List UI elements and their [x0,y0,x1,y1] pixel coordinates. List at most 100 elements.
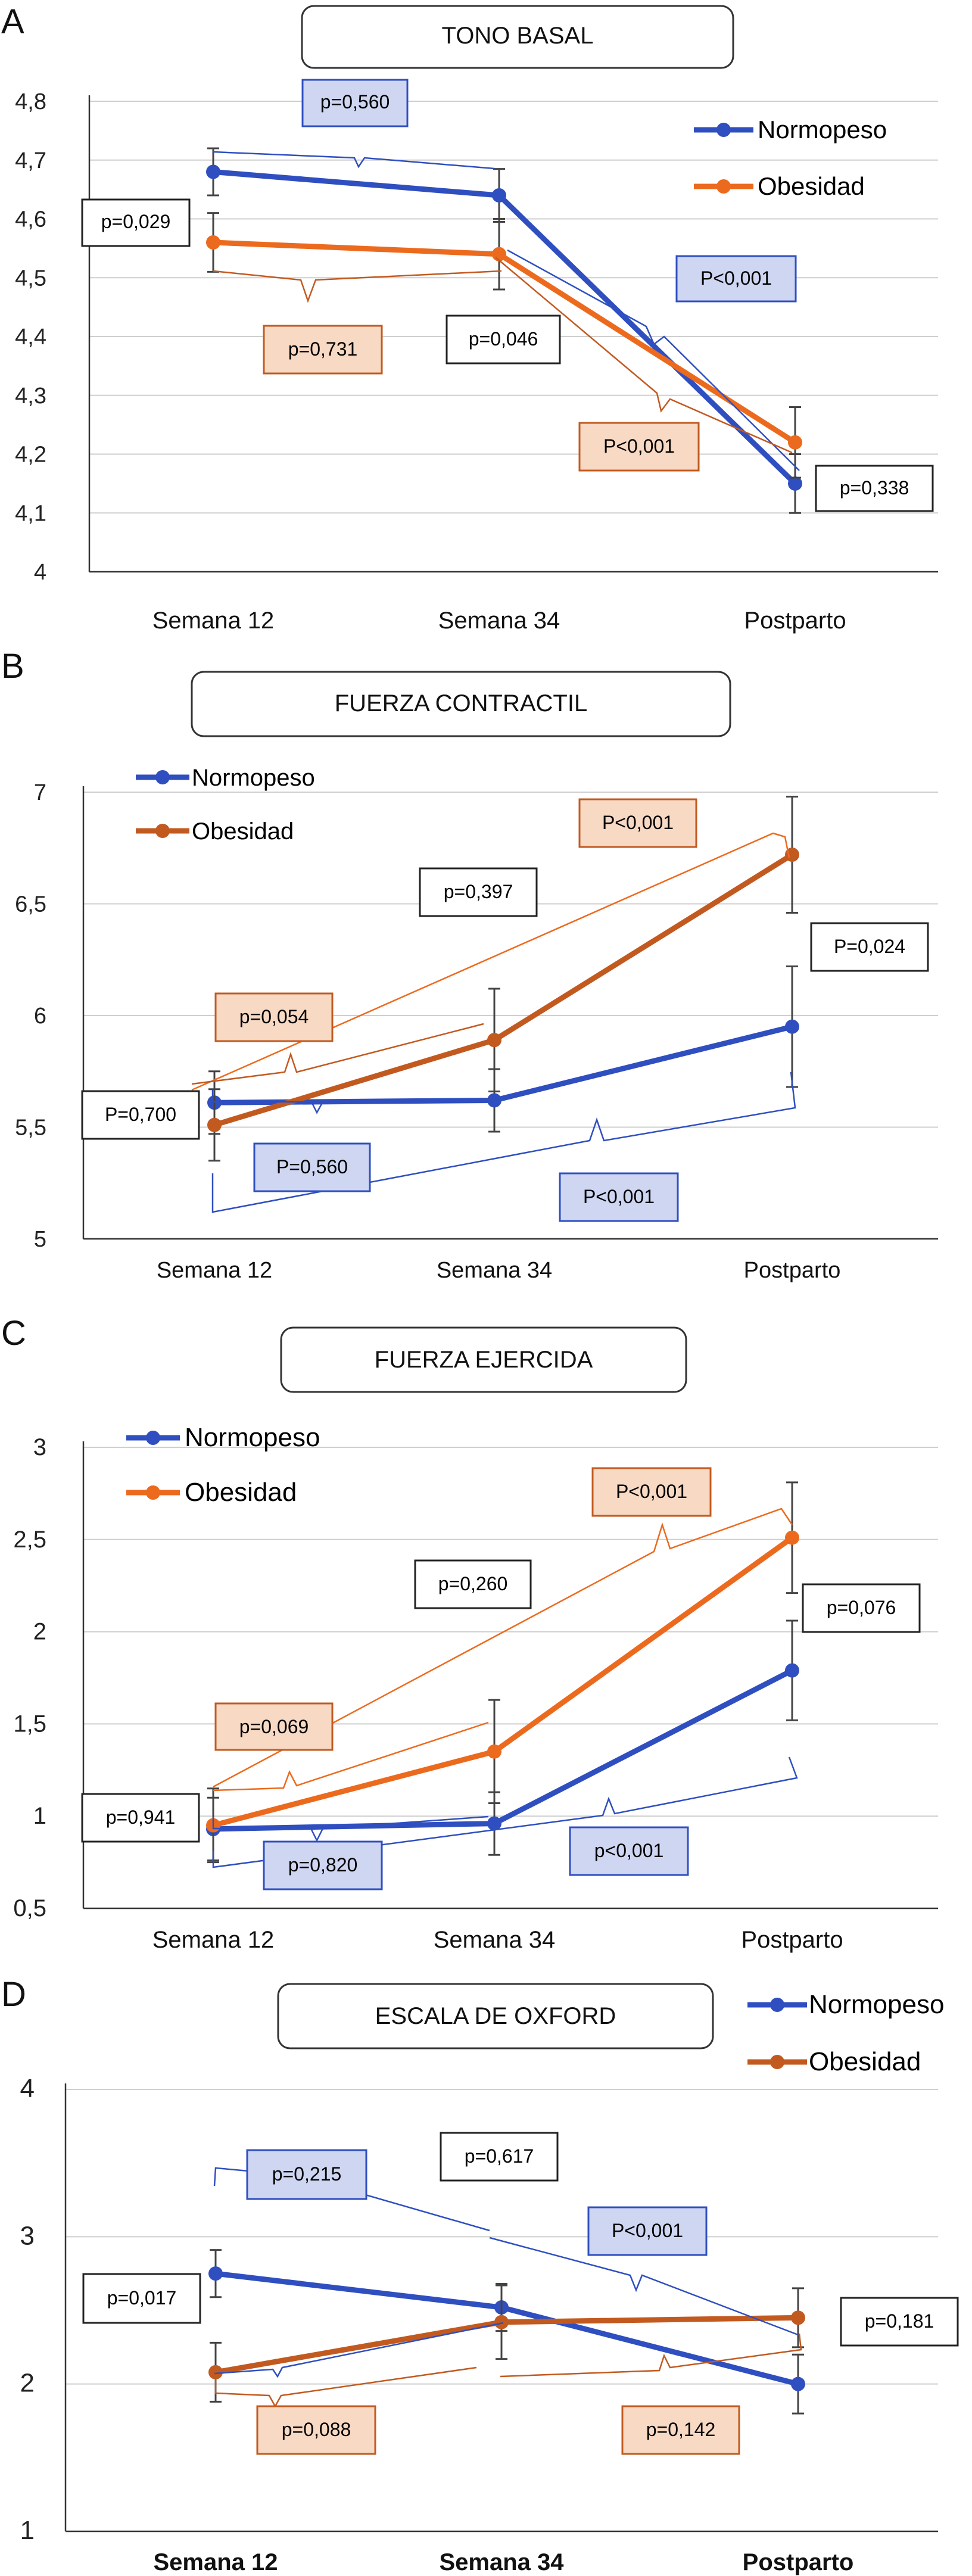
svg-text:p=0,260: p=0,260 [438,1573,508,1594]
x-tick-label: Semana 12 [157,1258,272,1283]
svg-text:p=0,617: p=0,617 [465,2145,534,2167]
y-tick-label: 3 [20,2221,35,2250]
annotation-box: P<0,001 [675,255,797,303]
title-box [301,5,734,69]
svg-text:p=0,029: p=0,029 [101,211,171,232]
y-tick-label: 4,2 [15,443,46,468]
svg-text:p=0,820: p=0,820 [288,1854,358,1876]
x-tick-label: Semana 34 [438,608,560,634]
y-tick-label: 5 [34,1227,46,1252]
svg-text:p=0,397: p=0,397 [444,881,513,902]
legend-obesidad: Obesidad [758,172,865,200]
plot-area: 4 4,1 4,2 4,3 4,4 4,5 4,6 4,7 4,8 Semana 12 Semana… [15,89,938,634]
annotation-box: p=0,338 [815,465,934,512]
data-point-obesidad [492,247,506,261]
svg-text:p=0,076: p=0,076 [827,1597,896,1618]
svg-text:p=0,069: p=0,069 [239,1716,309,1737]
y-tick-label: 4,8 [15,89,46,114]
annotation-box: p=0,560 [301,79,409,127]
x-tick-label: Semana 34 [439,2549,564,2575]
chart-title: ESCALA DE OXFORD [375,2003,616,2029]
annotation-box: p=0,017 [82,2273,201,2324]
legend-obesidad: Obesidad [809,2047,921,2076]
comparison-brackets [212,1507,798,1868]
y-tick-label: 5,5 [15,1116,46,1141]
legend: Normopeso Obesidad [136,765,315,845]
y-tick-label: 3 [33,1434,46,1460]
x-tick-label: Postparto [744,608,846,634]
annotation-box: P<0,001 [587,2206,708,2256]
annotation-box: P<0,001 [578,798,697,848]
data-point-obesidad [206,235,220,250]
data-point-normopeso [785,1019,799,1034]
series-line-normopeso [213,2270,801,2387]
title-box [191,671,731,737]
x-tick-label: Postparto [743,2549,854,2575]
y-tick-label: 4,1 [15,501,46,526]
annotation-box: P<0,001 [559,1172,679,1222]
y-tick-label: 7 [34,780,46,805]
annotation-box: P=0,560 [253,1142,371,1192]
chart-title: FUERZA CONTRACTIL [335,690,587,717]
svg-text:P<0,001: P<0,001 [603,435,675,457]
svg-text:P=0,560: P=0,560 [276,1156,348,1178]
annotation-box: p=0,046 [446,314,561,365]
plot-area: 1 2 3 4 Semana 12 Semana 34 Postparto [20,2074,938,2575]
y-tick-label: 2 [20,2369,35,2398]
panel-label-a: A [1,2,24,41]
data-point-normopeso [791,2376,805,2391]
x-tick-label: Postparto [744,1258,841,1283]
annotation-box: p=0,088 [256,2405,376,2455]
annotation-box: p=0,397 [419,867,538,917]
annotation-box: p=0,617 [440,2132,559,2182]
annotation-box: p=0,820 [263,1840,383,1890]
y-tick-label: 4,5 [15,266,46,291]
annotation-box: P<0,001 [591,1467,712,1517]
y-tick-label: 1 [20,2516,35,2545]
y-tick-label: 4,3 [15,384,46,409]
annotation-box: P<0,001 [578,422,700,472]
p-value-annotations: p=0,560 p=0,029 p=0,731 p=0,046 P<0,001 … [81,79,934,512]
svg-text:P<0,001: P<0,001 [700,267,772,289]
legend-obesidad: Obesidad [185,1478,297,1507]
svg-text:P=0,024: P=0,024 [834,936,905,957]
annotation-box: p=0,181 [840,2297,959,2347]
data-point-obesidad [207,1117,222,1132]
svg-text:p=0,338: p=0,338 [840,477,909,499]
p-value-annotations: P<0,001 p=0,397 P=0,024 p=0,054 P=0,700 … [81,798,929,1222]
svg-text:p=0,941: p=0,941 [106,1806,176,1828]
p-value-annotations: P<0,001 p=0,260 p=0,076 p=0,069 p=0,941 … [81,1467,921,1890]
y-tick-label: 4,7 [15,148,46,173]
x-tick-label: Semana 12 [153,2549,278,2575]
svg-text:p=0,088: p=0,088 [282,2419,351,2440]
svg-text:P<0,001: P<0,001 [612,2220,683,2241]
data-point-normopeso [208,2266,223,2281]
data-point-normopeso [487,1093,501,1108]
plot-area: 0,5 1 1,5 2 2,5 3 Semana 12 Semana 34 Postparto [13,1434,938,1953]
title-box [280,1326,687,1393]
annotation-box: p=0,054 [214,992,334,1042]
y-tick-label: 0,5 [13,1895,46,1921]
data-point-normopeso [492,188,506,203]
svg-text:p=0,560: p=0,560 [320,91,390,113]
svg-text:P<0,001: P<0,001 [583,1186,655,1207]
panel-b: B FUERZA CONTRACTIL 5 5,5 6 6,5 7 Semana 12 Se… [1,647,938,1283]
annotation-box: p=0,069 [214,1702,334,1751]
y-tick-label: 4 [34,560,46,585]
svg-text:p=0,731: p=0,731 [288,338,358,360]
annotation-box: p=0,029 [81,198,191,247]
svg-text:P<0,001: P<0,001 [602,812,674,833]
annotation-box: p=0,731 [263,325,383,375]
svg-text:p=0,017: p=0,017 [107,2287,177,2309]
annotation-box: p=0,142 [621,2405,740,2455]
legend-normopeso: Normopeso [185,1423,320,1452]
x-tick-label: Semana 34 [437,1258,552,1283]
title-box [277,1983,714,2049]
data-point-obesidad [785,1530,799,1545]
chart-title: FUERZA EJERCIDA [375,1347,593,1373]
panel-label-d: D [1,1975,26,2014]
x-tick-label: Semana 34 [434,1927,556,1953]
y-tick-label: 1 [33,1803,46,1829]
chart-title: TONO BASAL [442,23,594,49]
